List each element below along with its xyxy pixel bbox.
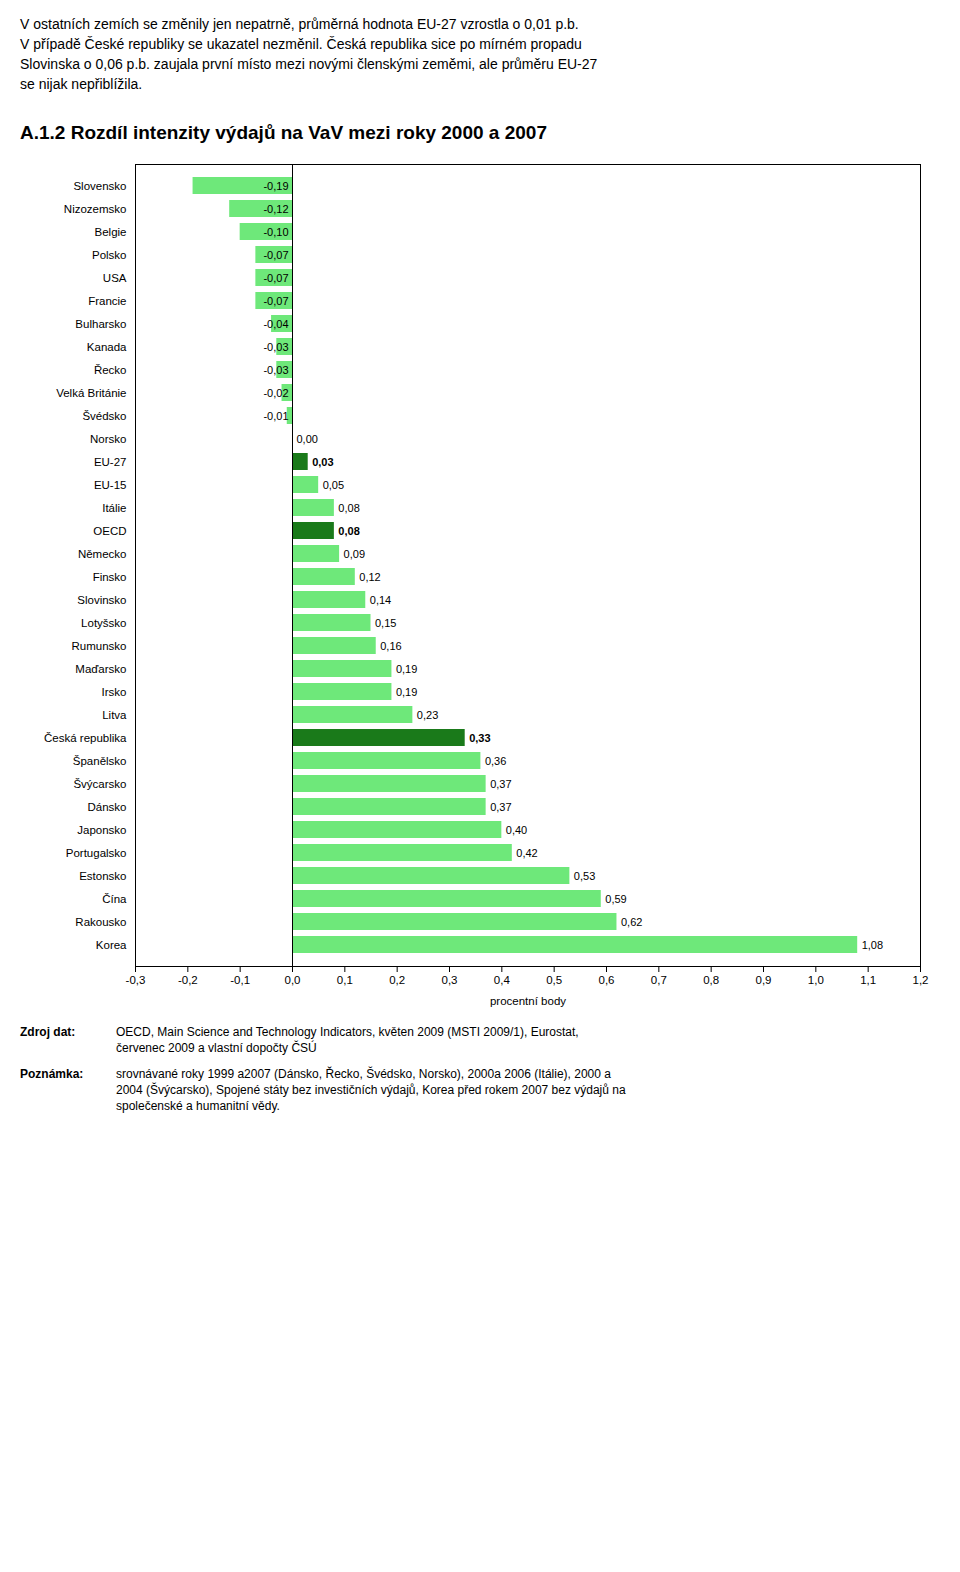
svg-text:Velká Británie: Velká Británie [56, 387, 126, 399]
svg-text:-0,1: -0,1 [230, 974, 250, 986]
svg-text:0,33: 0,33 [469, 732, 490, 744]
svg-text:0,00: 0,00 [297, 433, 318, 445]
svg-text:0,40: 0,40 [506, 824, 527, 836]
svg-text:-0,01: -0,01 [263, 410, 288, 422]
svg-text:0,15: 0,15 [375, 617, 396, 629]
svg-text:Německo: Německo [78, 548, 127, 560]
svg-text:0,42: 0,42 [516, 847, 537, 859]
svg-text:Rumunsko: Rumunsko [72, 640, 127, 652]
html-text:V ostatních zemích se změnily: V ostatních zemích se změnily jen nepatr… [20, 16, 579, 32]
svg-text:0,19: 0,19 [396, 686, 417, 698]
svg-text:0,1: 0,1 [337, 974, 353, 986]
svg-text:0,23: 0,23 [417, 709, 438, 721]
svg-text:0,4: 0,4 [494, 974, 511, 986]
svg-text:0,08: 0,08 [338, 525, 359, 537]
svg-text:-0,04: -0,04 [263, 318, 288, 330]
svg-text:-0,03: -0,03 [263, 364, 288, 376]
svg-text:Irsko: Irsko [102, 686, 127, 698]
svg-text:Belgie: Belgie [95, 226, 127, 238]
svg-text:0,2: 0,2 [389, 974, 405, 986]
svg-text:-0,07: -0,07 [263, 295, 288, 307]
html-text:Zdroj dat:: Zdroj dat: [20, 1025, 76, 1039]
svg-text:EU-27: EU-27 [94, 456, 127, 468]
svg-text:Norsko: Norsko [90, 433, 126, 445]
svg-text:Maďarsko: Maďarsko [75, 663, 126, 675]
svg-text:-0,03: -0,03 [263, 341, 288, 353]
svg-text:-0,2: -0,2 [178, 974, 198, 986]
svg-text:Kanada: Kanada [87, 341, 127, 353]
svg-text:Lotyšsko: Lotyšsko [81, 617, 126, 629]
svg-text:Čína: Čína [102, 893, 127, 905]
svg-text:0,08: 0,08 [338, 502, 359, 514]
svg-text:0,12: 0,12 [359, 571, 380, 583]
html-text:srovnávané roky 1999 a2007 (Dá: srovnávané roky 1999 a2007 (Dánsko, Řeck… [116, 1067, 626, 1113]
svg-text:EU-15: EU-15 [94, 479, 127, 491]
html-text:A.1.2 Rozdíl intenzity výdajů: A.1.2 Rozdíl intenzity výdajů na VaV mez… [20, 122, 547, 143]
svg-text:Estonsko: Estonsko [79, 870, 126, 882]
svg-text:0,36: 0,36 [485, 755, 506, 767]
svg-text:Portugalsko: Portugalsko [66, 847, 127, 859]
svg-text:Švýcarsko: Švýcarsko [73, 778, 126, 790]
svg-text:-0,10: -0,10 [263, 226, 288, 238]
svg-text:-0,12: -0,12 [263, 203, 288, 215]
svg-text:0,8: 0,8 [703, 974, 719, 986]
svg-text:Litva: Litva [102, 709, 127, 721]
svg-text:0,62: 0,62 [621, 916, 642, 928]
svg-text:Nizozemsko: Nizozemsko [64, 203, 127, 215]
svg-text:1,2: 1,2 [913, 974, 929, 986]
svg-text:OECD: OECD [93, 525, 126, 537]
svg-text:0,6: 0,6 [599, 974, 615, 986]
svg-text:1,0: 1,0 [808, 974, 824, 986]
svg-text:0,09: 0,09 [344, 548, 365, 560]
svg-text:Slovensko: Slovensko [73, 180, 126, 192]
svg-text:Česká republika: Česká republika [44, 732, 127, 744]
svg-text:0,7: 0,7 [651, 974, 667, 986]
svg-text:-0,02: -0,02 [263, 387, 288, 399]
svg-text:USA: USA [103, 272, 127, 284]
svg-text:Francie: Francie [88, 295, 126, 307]
svg-text:Bulharsko: Bulharsko [75, 318, 126, 330]
svg-text:Korea: Korea [96, 939, 127, 951]
svg-text:Itálie: Itálie [102, 502, 126, 514]
svg-text:0,19: 0,19 [396, 663, 417, 675]
svg-text:0,3: 0,3 [442, 974, 458, 986]
svg-text:Švédsko: Švédsko [82, 410, 126, 422]
svg-text:0,37: 0,37 [490, 801, 511, 813]
svg-text:1,1: 1,1 [860, 974, 876, 986]
svg-text:1,08: 1,08 [862, 939, 883, 951]
svg-text:Řecko: Řecko [94, 364, 127, 376]
html-text:se nijak nepřiblížila.: se nijak nepřiblížila. [20, 76, 143, 92]
html-text:V případě České republiky se u: V případě České republiky se ukazatel ne… [20, 36, 582, 52]
svg-text:0,5: 0,5 [546, 974, 562, 986]
svg-text:Dánsko: Dánsko [88, 801, 127, 813]
svg-text:Japonsko: Japonsko [77, 824, 126, 836]
svg-text:0,37: 0,37 [490, 778, 511, 790]
svg-text:-0,19: -0,19 [263, 180, 288, 192]
svg-text:0,9: 0,9 [756, 974, 772, 986]
svg-text:-0,07: -0,07 [263, 272, 288, 284]
svg-text:0,05: 0,05 [323, 479, 344, 491]
svg-text:0,14: 0,14 [370, 594, 391, 606]
html-text:Slovinska o 0,06 p.b. zaujala: Slovinska o 0,06 p.b. zaujala první míst… [20, 56, 598, 72]
svg-text:Polsko: Polsko [92, 249, 127, 261]
svg-text:-0,07: -0,07 [263, 249, 288, 261]
svg-text:0,59: 0,59 [605, 893, 626, 905]
svg-text:Slovinsko: Slovinsko [77, 594, 126, 606]
svg-text:Rakousko: Rakousko [75, 916, 126, 928]
html-text:OECD, Main Science and Technol: OECD, Main Science and Technology Indica… [116, 1025, 579, 1055]
svg-text:Finsko: Finsko [93, 571, 127, 583]
svg-text:Španělsko: Španělsko [73, 755, 127, 767]
html-text:Poznámka:: Poznámka: [20, 1067, 84, 1081]
svg-text:0,53: 0,53 [574, 870, 595, 882]
svg-text:0,16: 0,16 [380, 640, 401, 652]
svg-text:0,03: 0,03 [312, 456, 333, 468]
svg-text:0,0: 0,0 [285, 974, 301, 986]
svg-text:-0,3: -0,3 [126, 974, 146, 986]
svg-text:procentní body: procentní body [490, 995, 566, 1007]
